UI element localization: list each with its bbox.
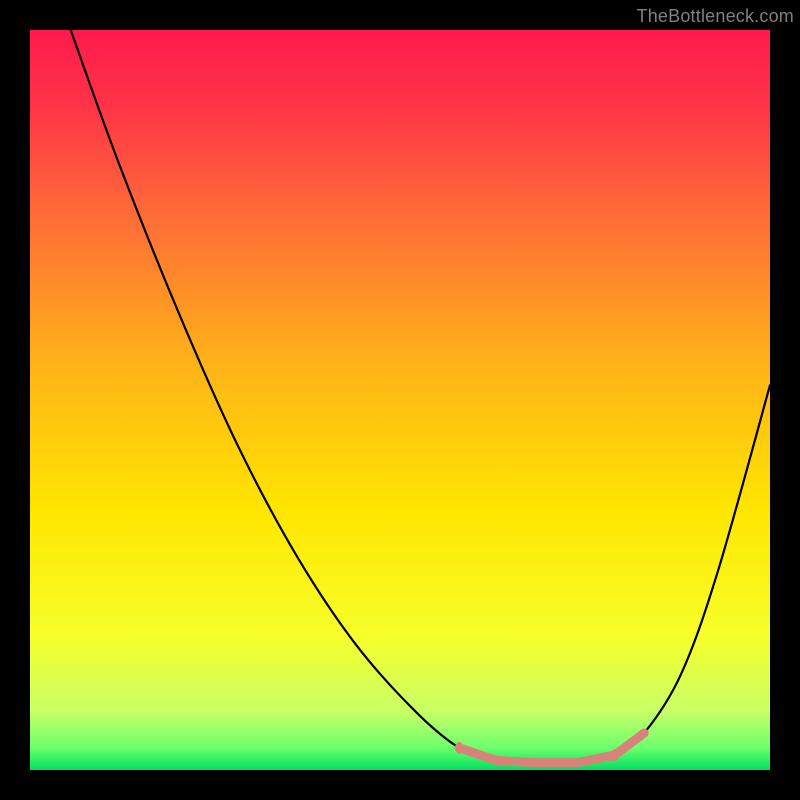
gradient-background — [30, 30, 770, 770]
optimal-range-cap — [455, 742, 463, 754]
watermark-label: TheBottleneck.com — [637, 6, 794, 27]
bottleneck-curve-plot — [30, 30, 770, 770]
optimal-range-cap — [611, 749, 619, 761]
chart-frame: TheBottleneck.com — [0, 0, 800, 800]
